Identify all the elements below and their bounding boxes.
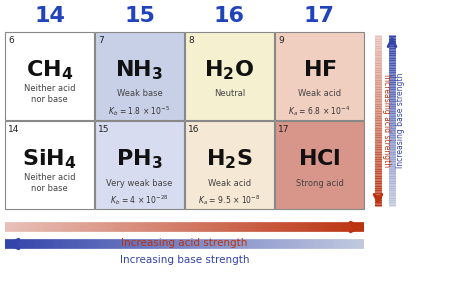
Text: Increasing acid strength: Increasing acid strength [121,238,248,248]
Bar [275,32,364,120]
Text: 9: 9 [278,36,284,45]
Bar [275,121,364,209]
Bar [185,121,274,209]
Text: $\mathbf{H}$$_{\mathbf{2}}$$\mathbf{O}$: $\mathbf{H}$$_{\mathbf{2}}$$\mathbf{O}$ [204,58,255,82]
Text: $\mathbf{NH}$$_{\mathbf{3}}$: $\mathbf{NH}$$_{\mathbf{3}}$ [115,58,164,82]
Text: 16: 16 [188,125,200,134]
Text: Neutral: Neutral [214,89,245,98]
Bar [185,32,274,120]
Text: $\mathbf{CH}$$_{\mathbf{4}}$: $\mathbf{CH}$$_{\mathbf{4}}$ [26,58,73,82]
Text: $\mathit{K}_{b}$ = 1.8 × 10$^{−5}$: $\mathit{K}_{b}$ = 1.8 × 10$^{−5}$ [109,104,171,118]
Text: $\mathbf{HCl}$: $\mathbf{HCl}$ [298,149,341,169]
Bar [5,121,94,209]
Bar [95,32,184,120]
Text: 15: 15 [98,125,109,134]
Text: Weak acid: Weak acid [298,89,341,98]
Text: Very weak base: Very weak base [106,178,173,188]
Text: Neither acid
nor base: Neither acid nor base [24,172,75,194]
Text: 7: 7 [98,36,104,45]
Text: 17: 17 [278,125,290,134]
Text: Increasing base strength: Increasing base strength [120,255,249,265]
Text: 15: 15 [124,6,155,26]
Text: Strong acid: Strong acid [296,178,344,188]
Text: 14: 14 [8,125,19,134]
Text: $\mathit{K}_{a}$ = 9.5 × 10$^{−8}$: $\mathit{K}_{a}$ = 9.5 × 10$^{−8}$ [198,193,261,207]
Text: Increasing acid strength: Increasing acid strength [383,74,392,167]
Text: 6: 6 [8,36,14,45]
Text: $\mathit{K}_{b}$ = 4 × 10$^{−28}$: $\mathit{K}_{b}$ = 4 × 10$^{−28}$ [110,193,169,207]
Bar [5,32,94,120]
Text: $\mathit{K}_{a}$ = 6.8 × 10$^{−4}$: $\mathit{K}_{a}$ = 6.8 × 10$^{−4}$ [288,104,351,118]
Text: $\mathbf{SiH}$$_{\mathbf{4}}$: $\mathbf{SiH}$$_{\mathbf{4}}$ [22,147,77,171]
Text: 17: 17 [304,6,335,26]
Text: 14: 14 [34,6,65,26]
Text: $\mathbf{H}$$_{\mathbf{2}}$$\mathbf{S}$: $\mathbf{H}$$_{\mathbf{2}}$$\mathbf{S}$ [206,147,253,171]
Bar [95,121,184,209]
Text: Increasing base strength: Increasing base strength [396,73,405,168]
Text: $\mathbf{HF}$: $\mathbf{HF}$ [302,60,337,80]
Text: Weak acid: Weak acid [208,178,251,188]
Text: $\mathbf{PH}$$_{\mathbf{3}}$: $\mathbf{PH}$$_{\mathbf{3}}$ [116,147,163,171]
Text: 16: 16 [214,6,245,26]
Text: Neither acid
nor base: Neither acid nor base [24,84,75,104]
Text: 8: 8 [188,36,194,45]
Text: Weak base: Weak base [117,89,163,98]
